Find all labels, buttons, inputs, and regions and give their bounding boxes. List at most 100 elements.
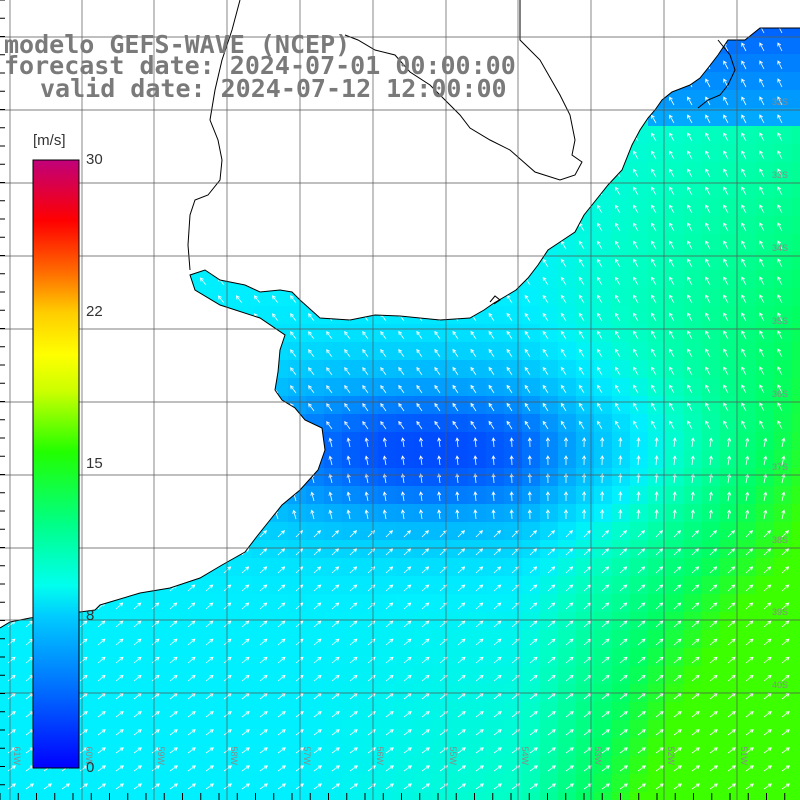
wind-arrow	[256, 473, 261, 484]
wind-arrow	[673, 674, 682, 682]
field-cell	[486, 576, 505, 595]
wind-arrow	[633, 402, 639, 412]
wind-arrow	[524, 384, 531, 394]
field-cell	[432, 648, 451, 667]
field-cell	[702, 432, 721, 451]
field-cell	[756, 234, 775, 253]
field-cell	[666, 144, 685, 163]
wind-arrow	[619, 783, 629, 790]
wind-arrow	[633, 222, 639, 232]
wind-arrow	[163, 151, 171, 160]
wind-arrow	[545, 455, 550, 466]
wind-arrow	[181, 205, 189, 214]
wind-arrow	[7, 711, 16, 718]
wind-arrow	[655, 765, 665, 772]
wind-arrow	[109, 187, 117, 196]
wind-arrow	[277, 747, 286, 754]
field-cell	[468, 28, 487, 37]
wind-arrow	[727, 566, 736, 574]
field-cell	[486, 108, 505, 127]
field-cell	[324, 756, 343, 775]
field-cell	[666, 198, 685, 217]
wind-arrow	[115, 729, 124, 736]
wind-arrow	[745, 656, 754, 664]
wind-arrow	[199, 331, 207, 340]
wind-arrow	[253, 115, 261, 124]
field-cell	[612, 126, 631, 145]
wind-arrow	[614, 150, 621, 160]
field-cell	[486, 522, 505, 541]
field-cell	[666, 162, 685, 181]
field-cell	[612, 378, 631, 397]
wind-arrow	[169, 620, 178, 628]
wind-arrow	[163, 349, 171, 358]
wind-arrow	[509, 455, 514, 466]
wind-arrow	[670, 7, 674, 15]
wind-arrow	[690, 455, 695, 466]
wind-arrow	[741, 222, 747, 232]
field-cell	[360, 558, 379, 577]
field-cell	[0, 414, 19, 433]
wind-arrow	[308, 187, 315, 196]
field-cell	[108, 252, 127, 271]
field-cell	[612, 522, 631, 541]
lon-label: 51W	[739, 746, 749, 765]
field-cell	[612, 720, 631, 739]
field-cell	[18, 774, 37, 793]
field-cell	[558, 594, 577, 613]
field-cell	[486, 432, 505, 451]
wind-arrow	[493, 783, 503, 790]
wind-arrow	[151, 674, 160, 682]
field-cell	[648, 288, 667, 307]
field-cell	[684, 270, 703, 289]
field-cell	[252, 396, 271, 415]
field-cell	[558, 792, 577, 800]
wind-arrow	[127, 403, 135, 412]
field-cell	[612, 450, 631, 469]
field-cell	[648, 342, 667, 361]
wind-arrow	[434, 240, 441, 250]
field-cell	[792, 432, 800, 451]
field-cell	[90, 126, 109, 145]
field-cell	[234, 378, 253, 397]
wind-arrow	[380, 28, 387, 34]
wind-arrow	[421, 711, 430, 718]
wind-arrow	[614, 294, 621, 304]
wind-arrow	[633, 60, 639, 70]
wind-arrow	[115, 638, 124, 646]
field-cell	[612, 198, 631, 217]
wind-arrow	[705, 402, 711, 412]
wind-arrow	[582, 491, 587, 502]
field-cell	[180, 738, 199, 757]
wind-arrow	[385, 656, 394, 664]
field-cell	[594, 270, 613, 289]
wind-arrow	[475, 783, 485, 790]
field-cell	[414, 720, 433, 739]
wind-arrow	[277, 765, 287, 772]
wind-arrow	[633, 366, 639, 376]
wind-arrow	[488, 150, 495, 160]
wind-arrow	[110, 8, 116, 15]
wind-arrow	[437, 437, 442, 448]
field-cell	[522, 324, 541, 343]
field-cell	[90, 720, 109, 739]
wind-arrow	[346, 491, 351, 502]
wind-arrow	[295, 729, 304, 736]
field-cell	[666, 360, 685, 379]
field-cell	[540, 468, 559, 487]
field-cell	[504, 162, 523, 181]
field-cell	[144, 504, 163, 523]
wind-arrow	[493, 692, 502, 700]
wind-arrow	[493, 566, 502, 574]
field-cell	[468, 144, 487, 163]
wind-arrow	[313, 747, 322, 754]
field-cell	[450, 270, 469, 289]
field-cell	[306, 558, 325, 577]
field-cell	[558, 72, 577, 91]
field-cell	[576, 306, 595, 325]
field-cell	[324, 234, 343, 253]
field-cell	[450, 720, 469, 739]
wind-arrow	[362, 223, 369, 232]
wind-arrow	[669, 366, 675, 376]
wind-arrow	[109, 349, 117, 358]
